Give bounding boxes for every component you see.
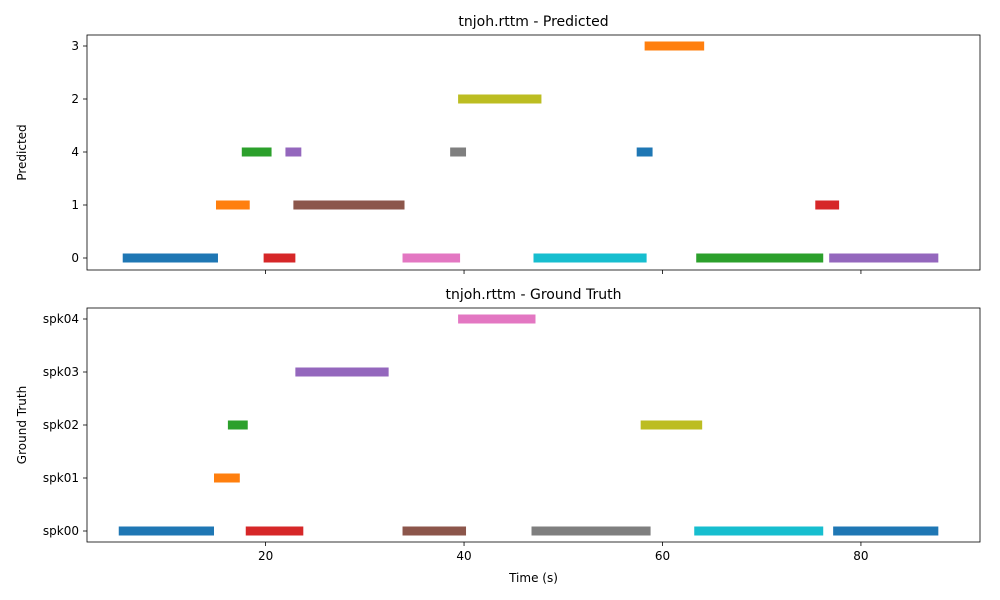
segment-2-bar (458, 94, 542, 104)
y-tick-label: 2 (71, 92, 79, 106)
segment-spk00-bar (694, 526, 824, 536)
axes-frame (86, 307, 981, 543)
segment-spk00-bar (402, 526, 467, 536)
segment-spk04-bar (458, 314, 536, 324)
y-tick-label: 1 (71, 198, 79, 212)
y-tick-label: spk04 (43, 312, 79, 326)
segment-spk03-bar (295, 367, 389, 377)
chart-title: tnjoh.rttm - Ground Truth (446, 287, 622, 303)
segment-spk00-bar (245, 526, 304, 536)
segment-4-bar (450, 147, 467, 157)
segment-3-bar (644, 41, 705, 51)
ground-truth-panel: spk00 spk01 spk02 spk03 spk04 20 40 60 80 tnjoh.r… (15, 287, 981, 585)
segment-1-bar (293, 200, 405, 210)
segment-0-bar (829, 253, 939, 263)
segment-spk01-bar (214, 473, 240, 483)
segment-spk02-bar (640, 420, 703, 430)
segment-spk02-bar (227, 420, 248, 430)
y-tick-label: 0 (71, 251, 79, 265)
x-axis-label: Time (s) (508, 571, 558, 585)
segment-0-bar (696, 253, 824, 263)
segment-1-bar (815, 200, 840, 210)
segment-spk00-bar (531, 526, 651, 536)
segment-spk00-bar (118, 526, 215, 536)
axes-frame (86, 34, 981, 271)
segment-4-bar (241, 147, 272, 157)
y-tick-label: 3 (71, 39, 79, 53)
segment-0-bar (122, 253, 218, 263)
segment-0-bar (533, 253, 647, 263)
segment-0-bar (402, 253, 461, 263)
x-tick-label: 40 (456, 549, 471, 563)
x-tick-label: 60 (655, 549, 670, 563)
segment-4-bar (285, 147, 302, 157)
y-tick-label: spk02 (43, 418, 79, 432)
y-tick-label: spk03 (43, 365, 79, 379)
x-tick-label: 20 (258, 549, 273, 563)
y-tick-label: spk01 (43, 471, 79, 485)
predicted-panel: 0 1 4 2 3 tnjoh.rttm - Predicted Predicted (15, 14, 981, 274)
x-tick-label: 80 (853, 549, 868, 563)
segment-1-bar (215, 200, 250, 210)
y-tick-label: spk00 (43, 524, 79, 538)
y-axis-label: Ground Truth (15, 386, 29, 464)
segment-spk00-bar (833, 526, 939, 536)
y-tick-label: 4 (71, 145, 79, 159)
segment-0-bar (263, 253, 296, 263)
y-axis-label: Predicted (15, 124, 29, 180)
chart-title: tnjoh.rttm - Predicted (458, 14, 608, 30)
segment-4-bar (636, 147, 653, 157)
